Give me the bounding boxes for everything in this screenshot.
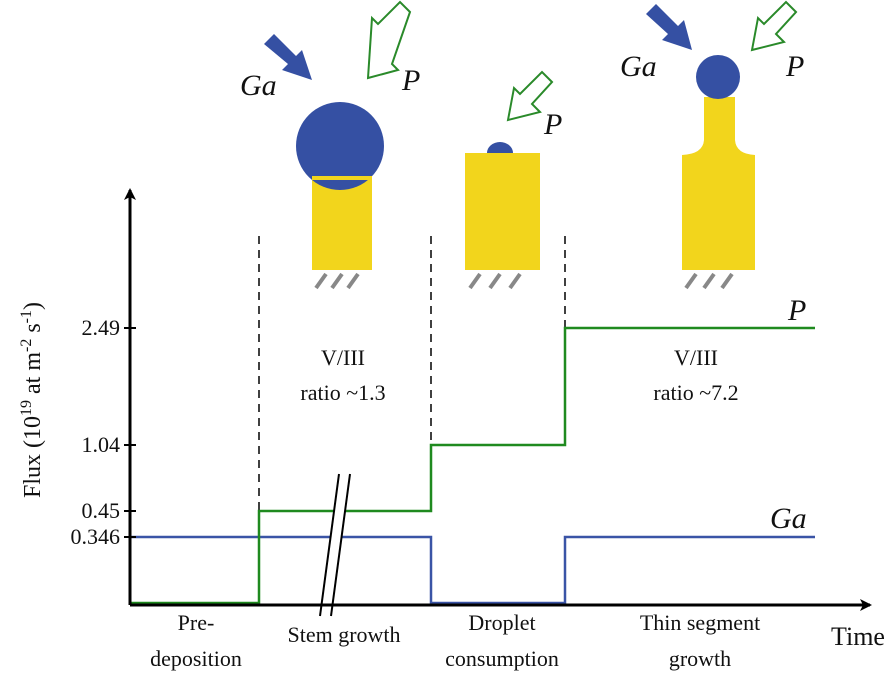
- icon-label: Ga: [240, 69, 277, 102]
- separators: [258, 236, 566, 510]
- label-part: ): [20, 302, 46, 310]
- label-part: at m: [20, 352, 46, 400]
- annotation: V/III: [674, 345, 718, 370]
- y-tick-label: 0.45: [82, 498, 121, 523]
- phase-label: Droplet: [468, 610, 535, 635]
- annotation: ratio ~1.3: [300, 380, 385, 405]
- y-tick-label: 2.49: [82, 315, 121, 340]
- y-axis-label: Flux (1019 at m-2 s-1): [18, 302, 46, 498]
- icon-stem: [264, 0, 412, 290]
- phase-label: consumption: [445, 646, 559, 671]
- axis-break: [319, 473, 351, 617]
- curve-label: P: [787, 294, 806, 327]
- x-axis-label: Time: [831, 622, 885, 651]
- ga-curve: [130, 535, 815, 605]
- icon-label: P: [401, 64, 420, 97]
- label-part: Flux (10: [20, 416, 46, 498]
- y-tick-label: 0.346: [71, 524, 121, 549]
- icon-thin: [646, 0, 798, 290]
- p-curve: [130, 326, 815, 605]
- label-part: s: [20, 323, 46, 338]
- label-part: 19: [18, 400, 35, 416]
- annotation: ratio ~7.2: [653, 380, 738, 405]
- phase-label: deposition: [150, 646, 242, 671]
- icon-label: P: [543, 108, 562, 141]
- phase-label: Pre-: [178, 610, 215, 635]
- annotation: V/III: [321, 345, 365, 370]
- icon-droplet: [465, 70, 554, 290]
- phase-label: Stem growth: [287, 622, 400, 647]
- phase-label: growth: [669, 646, 731, 671]
- y-ticks: [124, 327, 136, 538]
- icon-label: P: [785, 50, 804, 83]
- label-part: -2: [18, 339, 35, 352]
- icon-label: Ga: [620, 50, 657, 83]
- label-part: -1: [18, 310, 35, 323]
- y-tick-label: 1.04: [82, 432, 121, 457]
- curve-label: Ga: [770, 502, 807, 535]
- phase-label: Thin segment: [640, 610, 760, 635]
